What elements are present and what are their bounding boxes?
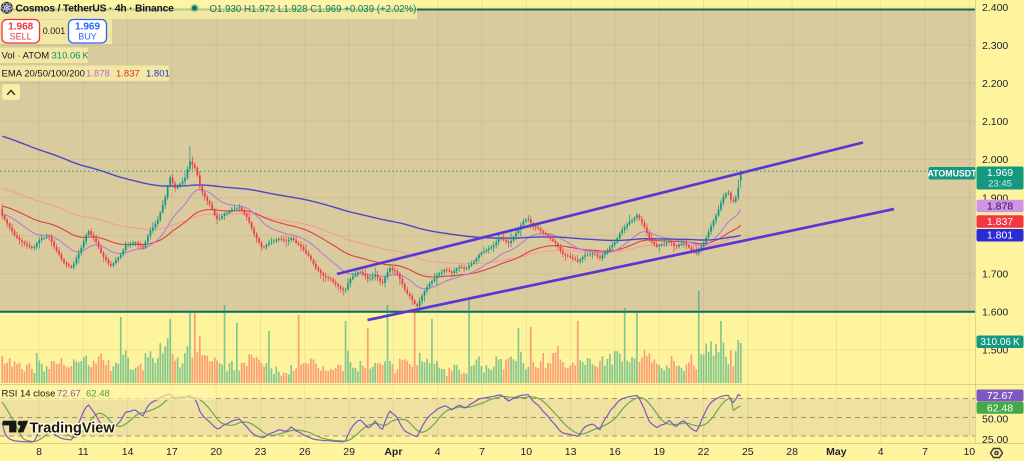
svg-text:2.400: 2.400 xyxy=(982,2,1008,14)
svg-text:62.48: 62.48 xyxy=(987,402,1013,414)
svg-text:1.801: 1.801 xyxy=(987,230,1013,242)
svg-text:72.67: 72.67 xyxy=(57,389,81,400)
svg-text:13: 13 xyxy=(565,446,577,458)
svg-text:10: 10 xyxy=(963,446,975,458)
svg-text:4: 4 xyxy=(878,446,884,458)
svg-text:BUY: BUY xyxy=(78,32,97,42)
svg-text:26: 26 xyxy=(299,446,311,458)
svg-text:17: 17 xyxy=(166,446,178,458)
svg-text:2.000: 2.000 xyxy=(982,154,1008,166)
svg-text:8: 8 xyxy=(36,446,42,458)
svg-text:19: 19 xyxy=(653,446,665,458)
svg-text:1.801: 1.801 xyxy=(146,69,170,80)
svg-text:1.969: 1.969 xyxy=(987,167,1013,179)
svg-text:1.878: 1.878 xyxy=(987,201,1013,213)
svg-text:28: 28 xyxy=(786,446,798,458)
svg-text:23: 23 xyxy=(255,446,267,458)
svg-text:16: 16 xyxy=(609,446,621,458)
svg-text:50.00: 50.00 xyxy=(982,413,1008,425)
svg-text:72.67: 72.67 xyxy=(987,390,1013,402)
svg-text:310.06 K: 310.06 K xyxy=(980,337,1020,348)
svg-text:1.700: 1.700 xyxy=(982,269,1008,281)
svg-text:310.06 K: 310.06 K xyxy=(52,51,90,62)
svg-text:20: 20 xyxy=(210,446,222,458)
svg-text:29: 29 xyxy=(343,446,355,458)
svg-text:0.001: 0.001 xyxy=(43,26,66,36)
svg-text:TradingView: TradingView xyxy=(30,421,116,437)
svg-text:EMA 20/50/100/200: EMA 20/50/100/200 xyxy=(2,69,85,80)
svg-text:62.48: 62.48 xyxy=(86,389,110,400)
svg-text:1.600: 1.600 xyxy=(982,307,1008,319)
svg-text:2.200: 2.200 xyxy=(982,78,1008,90)
svg-text:10: 10 xyxy=(520,446,532,458)
svg-text:7: 7 xyxy=(479,446,485,458)
svg-text:1.969: 1.969 xyxy=(75,22,100,33)
svg-text:1.968: 1.968 xyxy=(8,22,33,33)
svg-text:22: 22 xyxy=(698,446,710,458)
svg-text:11: 11 xyxy=(78,446,89,458)
svg-text:7: 7 xyxy=(922,446,928,458)
svg-text:1.837: 1.837 xyxy=(987,216,1013,228)
svg-text:23:45: 23:45 xyxy=(988,179,1012,190)
svg-text:RSI 14 close: RSI 14 close xyxy=(2,389,56,400)
svg-text:4: 4 xyxy=(435,446,441,458)
svg-text:Apr: Apr xyxy=(384,446,402,458)
svg-text:2.100: 2.100 xyxy=(982,116,1008,128)
svg-text:May: May xyxy=(826,446,847,458)
svg-text:Cosmos / TetherUS · 4h · Binan: Cosmos / TetherUS · 4h · Binance xyxy=(16,4,175,15)
svg-text:O1.930 H1.972 L1.928 C1.969 +0: O1.930 H1.972 L1.928 C1.969 +0.039 (+2.0… xyxy=(210,4,417,15)
svg-text:1.837: 1.837 xyxy=(116,69,140,80)
svg-text:1.878: 1.878 xyxy=(86,69,110,80)
svg-text:SELL: SELL xyxy=(10,32,32,42)
svg-text:Vol · ATOM: Vol · ATOM xyxy=(2,51,50,62)
svg-text:ATOMUSDT: ATOMUSDT xyxy=(927,168,977,178)
svg-text:2.300: 2.300 xyxy=(982,40,1008,52)
svg-text:25: 25 xyxy=(742,446,754,458)
svg-text:14: 14 xyxy=(122,446,134,458)
svg-text:25.00: 25.00 xyxy=(982,434,1008,446)
